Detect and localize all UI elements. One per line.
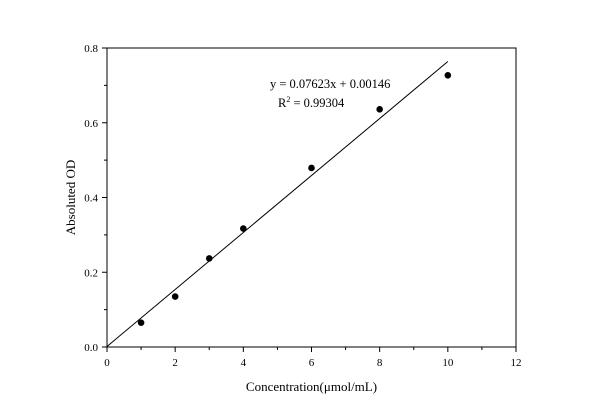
- x-tick-label: 8: [377, 357, 383, 369]
- x-tick-label: 4: [241, 357, 247, 369]
- equation-annotation: y = 0.07623x + 0.00146: [270, 77, 390, 91]
- x-tick-label: 10: [442, 357, 454, 369]
- y-tick-label: 0.8: [84, 43, 98, 55]
- x-tick-label: 6: [309, 357, 315, 369]
- r-squared-prefix: R: [278, 96, 287, 110]
- r-squared-superscript: 2: [286, 95, 290, 104]
- x-tick-label: 12: [511, 357, 522, 369]
- data-point: [171, 293, 179, 300]
- data-point: [205, 255, 213, 262]
- r-squared-annotation: R2 = 0.99304: [278, 95, 345, 110]
- axis-ticks: [102, 47, 517, 352]
- data-point: [308, 164, 315, 172]
- r-squared-value: = 0.99304: [290, 96, 345, 110]
- data-point: [444, 71, 452, 79]
- x-tick-label: 0: [104, 357, 110, 369]
- y-tick-label: 0.4: [84, 193, 98, 205]
- data-point: [376, 105, 383, 113]
- data-points: [137, 71, 452, 327]
- x-axis-title: Concentration(μmol/mL): [246, 379, 377, 394]
- y-axis-title: Absoluted OD: [63, 160, 78, 235]
- y-tick-label: 0.0: [84, 342, 98, 354]
- x-tick-label: 2: [172, 357, 178, 369]
- tick-labels: 0 2 4 6 8 10 12 0.0 0.2 0.4 0.6 0.8: [84, 43, 521, 369]
- data-point: [137, 319, 145, 327]
- plot-frame: [106, 47, 517, 348]
- regression-line: [106, 61, 449, 347]
- data-point: [240, 225, 247, 232]
- y-tick-label: 0.6: [84, 118, 98, 130]
- y-tick-label: 0.2: [84, 267, 98, 279]
